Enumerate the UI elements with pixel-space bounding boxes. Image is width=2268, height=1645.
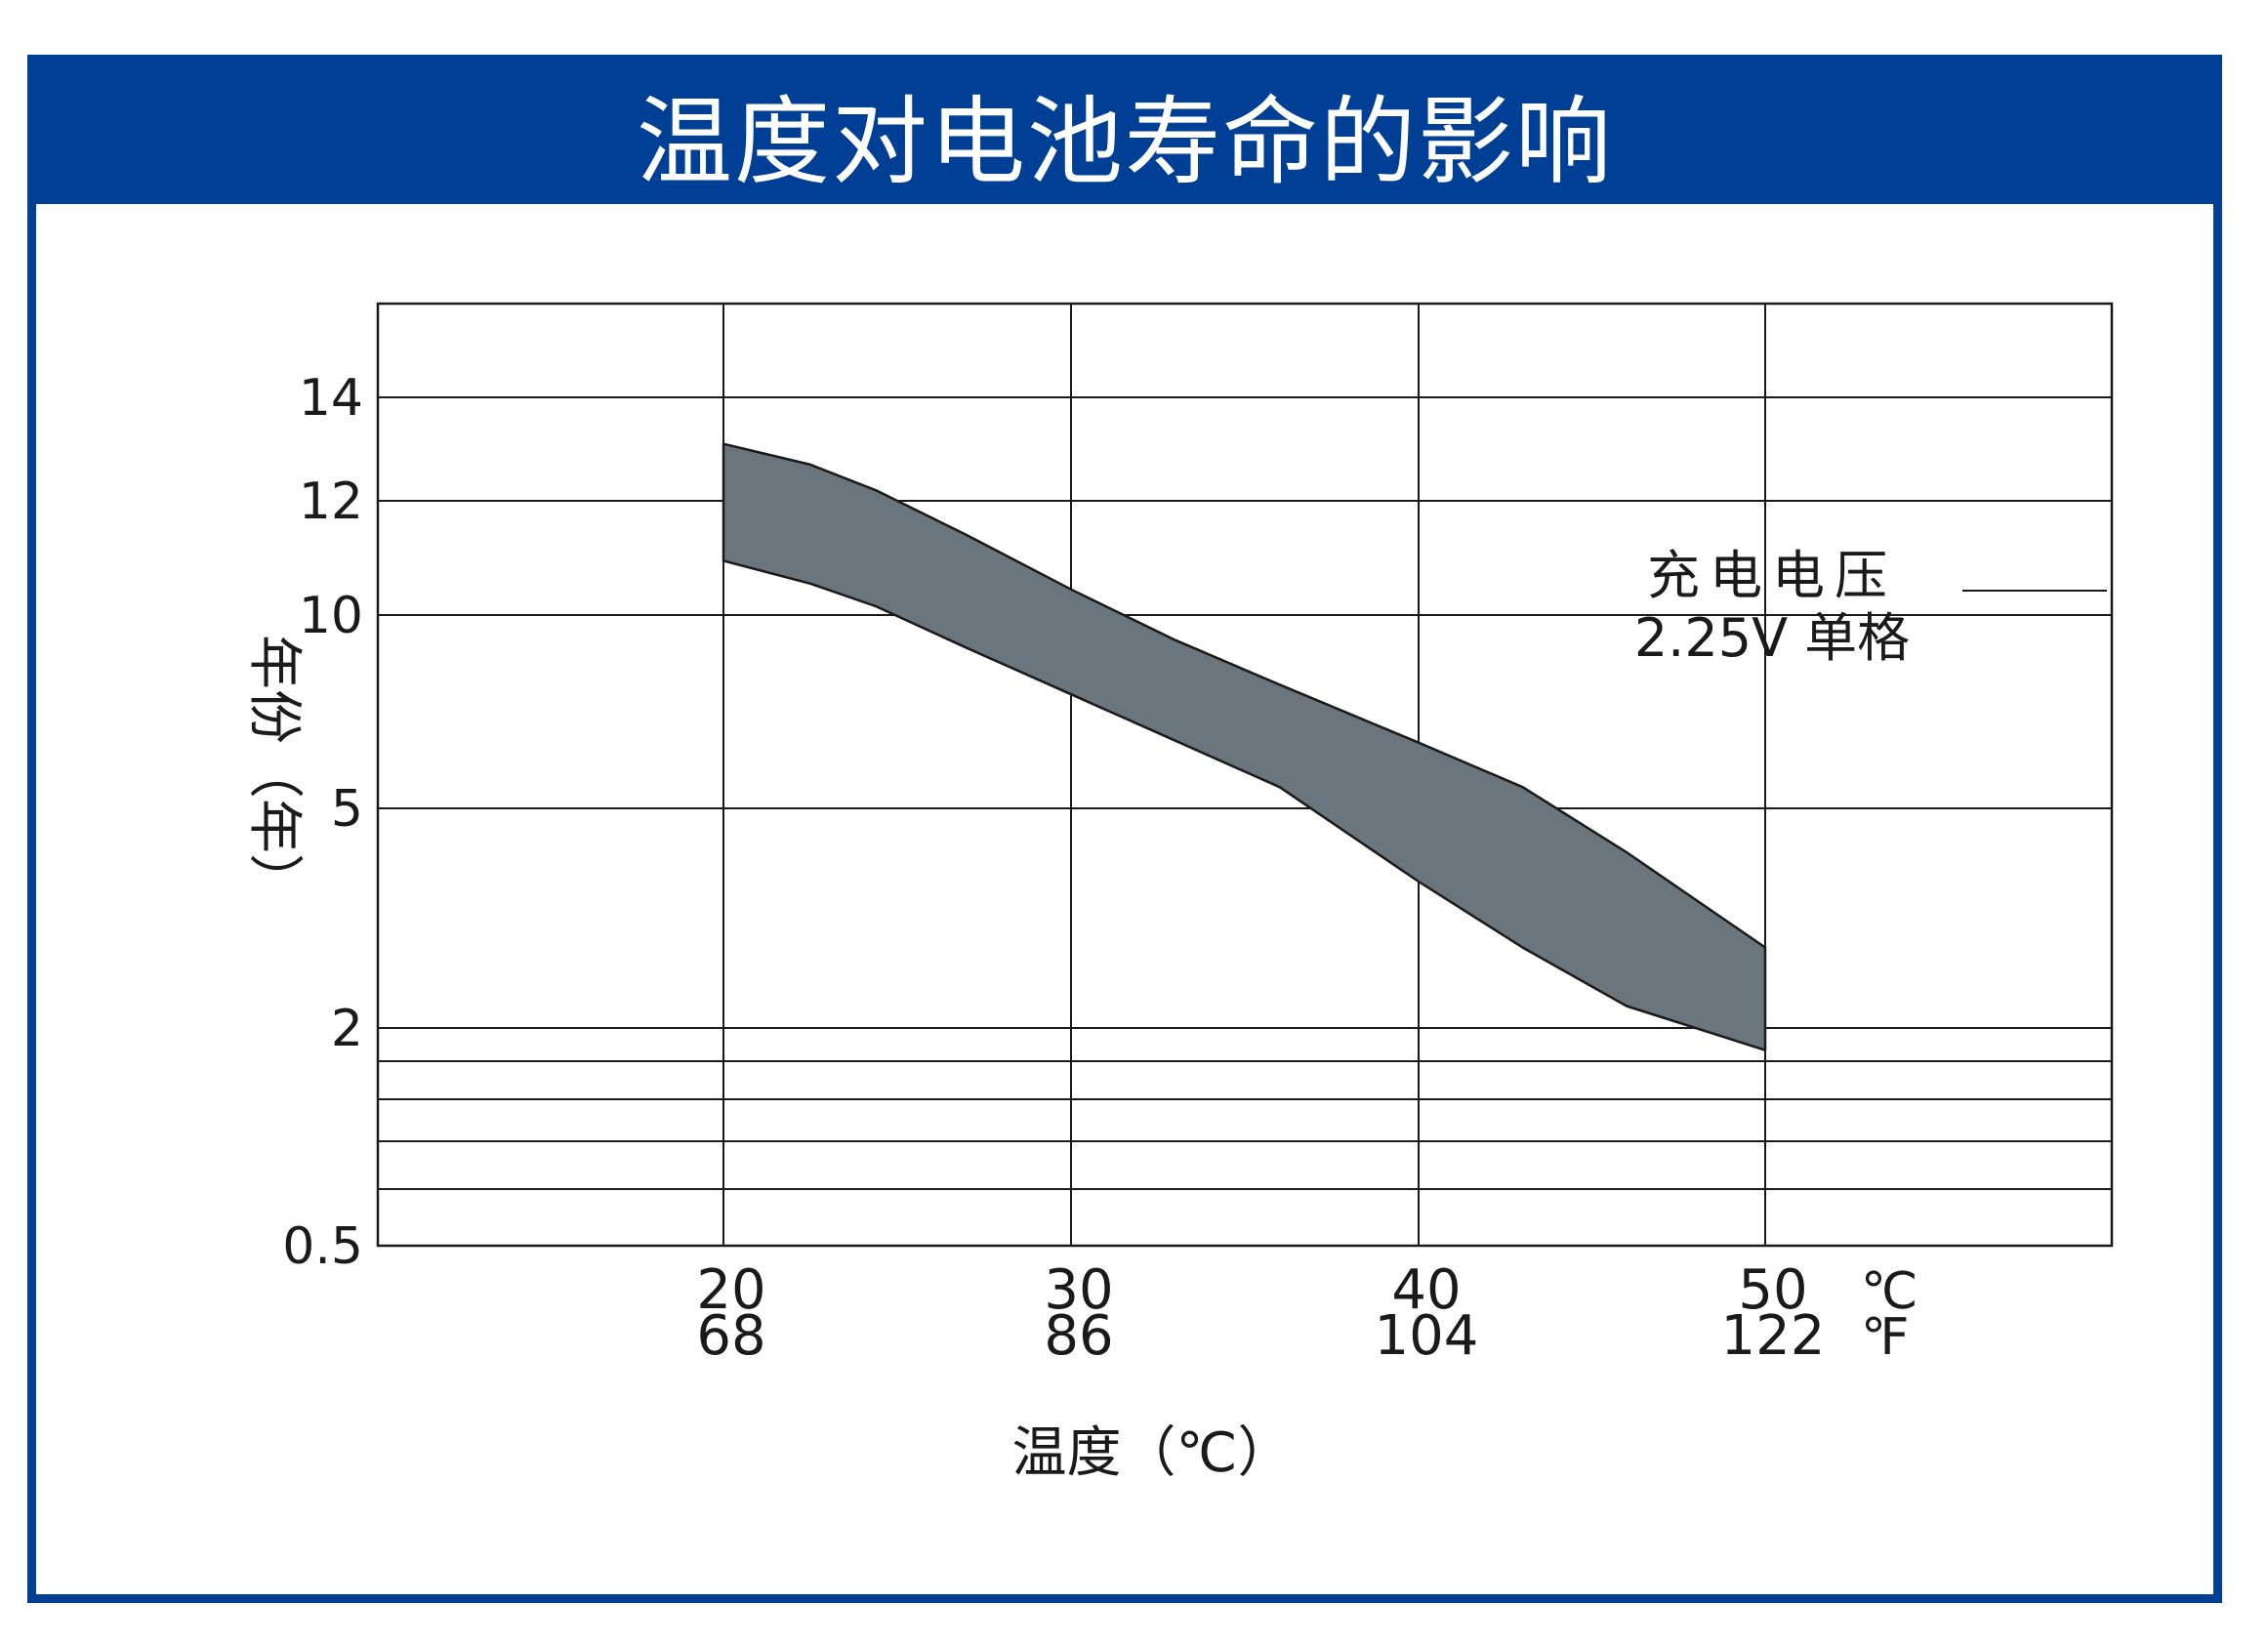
x-tick-label-celsius: 30 — [1044, 1258, 1113, 1322]
service-life-band — [722, 442, 1767, 1051]
x-tick-label-fahrenheit: 122 — [1721, 1304, 1826, 1368]
x-tick-label-fahrenheit: 86 — [1044, 1304, 1113, 1368]
x-tick-label-fahrenheit: 104 — [1375, 1304, 1479, 1368]
y-tick-label: 5 — [331, 780, 363, 839]
x-tick-label-celsius: 50 — [1738, 1258, 1807, 1322]
x-tick-label-celsius: 20 — [696, 1258, 765, 1322]
grid-layer — [378, 304, 2112, 1246]
y-tick-label: 0.5 — [282, 1217, 363, 1276]
chart-frame: 温度对电池寿命的影响 — [27, 55, 2222, 1603]
y-tick-label: 10 — [299, 587, 363, 645]
x-unit-celsius: ℃ — [1861, 1262, 1917, 1321]
y-tick-labels: 0.5 2 5 10 12 14 — [282, 369, 363, 1276]
x-tick-label-celsius: 40 — [1391, 1258, 1461, 1322]
title-banner: 温度对电池寿命的影响 — [36, 63, 2213, 204]
chart-title: 温度对电池寿命的影响 — [636, 87, 1613, 198]
y-tick-label: 12 — [299, 473, 363, 531]
annotation-line-2: 2.25V 单格 — [1634, 607, 1910, 669]
y-tick-label: 2 — [331, 1000, 363, 1058]
plot-border — [376, 302, 2114, 1248]
x-tick-label-fahrenheit: 68 — [696, 1304, 765, 1368]
y-tick-label: 14 — [299, 369, 363, 428]
x-axis-label: 温度（℃） — [1012, 1421, 1293, 1485]
y-axis-label: 年份（年） — [242, 635, 306, 908]
annotation-line-1: 充电电压 — [1647, 545, 1897, 606]
x-unit-fahrenheit: ℉ — [1861, 1308, 1910, 1367]
